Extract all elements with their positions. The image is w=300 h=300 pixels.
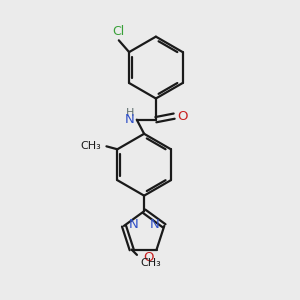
Text: CH₃: CH₃ — [80, 141, 101, 151]
Text: O: O — [143, 251, 154, 264]
Text: N: N — [128, 218, 138, 231]
Text: Cl: Cl — [113, 25, 125, 38]
Text: H: H — [126, 108, 134, 118]
Text: CH₃: CH₃ — [140, 258, 160, 268]
Text: O: O — [177, 110, 188, 123]
Text: N: N — [150, 218, 160, 231]
Text: N: N — [124, 113, 134, 126]
